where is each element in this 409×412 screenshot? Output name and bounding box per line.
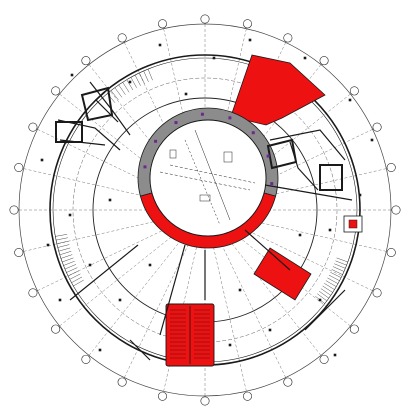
grid-marker [51, 324, 61, 334]
grid-marker [200, 14, 210, 24]
grid-marker [319, 56, 329, 66]
grid-marker [386, 162, 396, 172]
grid-marker [386, 248, 396, 258]
fixture-mark [46, 243, 50, 247]
fixture-mark [228, 343, 232, 347]
grid-marker [28, 122, 38, 132]
column-marker [143, 165, 147, 169]
fixture-mark [298, 233, 302, 237]
grid-marker [200, 396, 210, 406]
fixture-mark [248, 38, 252, 42]
grid-marker [319, 354, 329, 364]
fixtures [40, 38, 374, 357]
fixture-mark [333, 353, 337, 357]
grid-marker [51, 86, 61, 96]
grid-marker [157, 391, 167, 401]
grid-marker [243, 19, 253, 29]
grid-marker [243, 391, 253, 401]
grid-marker [28, 288, 38, 298]
fixture-mark [108, 198, 112, 202]
fixture-mark [268, 328, 272, 332]
grid-marker [283, 377, 293, 387]
fixture-mark [58, 298, 62, 302]
grid-marker [9, 205, 19, 215]
fixture-mark [88, 263, 92, 267]
fixture-mark [158, 43, 162, 47]
column-marker [154, 139, 158, 143]
grid-marker [81, 56, 91, 66]
grid-marker [117, 377, 127, 387]
column-marker [251, 131, 255, 135]
fixture-mark [184, 92, 188, 96]
grid-marker [14, 162, 24, 172]
core-inner-void [149, 119, 267, 237]
column-marker [228, 116, 232, 120]
fixture-mark [68, 213, 72, 217]
fixture-mark [148, 263, 152, 267]
core-interior [159, 129, 256, 226]
grid-marker [14, 248, 24, 258]
fixture-mark [318, 298, 322, 302]
fixture-mark [212, 56, 216, 60]
fixture-mark [238, 288, 242, 292]
column-marker [266, 154, 270, 158]
grid-marker [117, 33, 127, 43]
grid-marker [157, 19, 167, 29]
grid-marker [372, 122, 382, 132]
grid-marker [283, 33, 293, 43]
grid-marker [349, 86, 359, 96]
fixture-mark [98, 348, 102, 352]
column-marker [174, 121, 178, 125]
fixture-mark [128, 80, 132, 84]
fixture-mark [303, 56, 307, 60]
grid-marker [349, 324, 359, 334]
fixture-mark [348, 98, 352, 102]
fixture-mark [370, 138, 374, 142]
fixture-mark [328, 228, 332, 232]
highlight-right-small-square [343, 215, 363, 233]
fixture-mark [358, 193, 362, 197]
wall-details [55, 86, 343, 191]
grid-marker [81, 354, 91, 364]
exterior-stairs [55, 68, 348, 304]
grid-markers [9, 14, 401, 406]
fixture-mark [40, 158, 44, 162]
grid-marker [372, 288, 382, 298]
column-marker [200, 112, 204, 116]
grid-marker [391, 205, 401, 215]
column-marker [270, 182, 274, 186]
fixture-mark [118, 298, 122, 302]
outer-grid-circle [18, 23, 392, 397]
highlight-lower-left-stair-block [165, 303, 215, 367]
core-ring [137, 107, 279, 249]
highlight-upper-right-wedge [231, 54, 326, 126]
highlight-right-rotated-block [253, 247, 312, 301]
fixture-mark [70, 73, 74, 77]
